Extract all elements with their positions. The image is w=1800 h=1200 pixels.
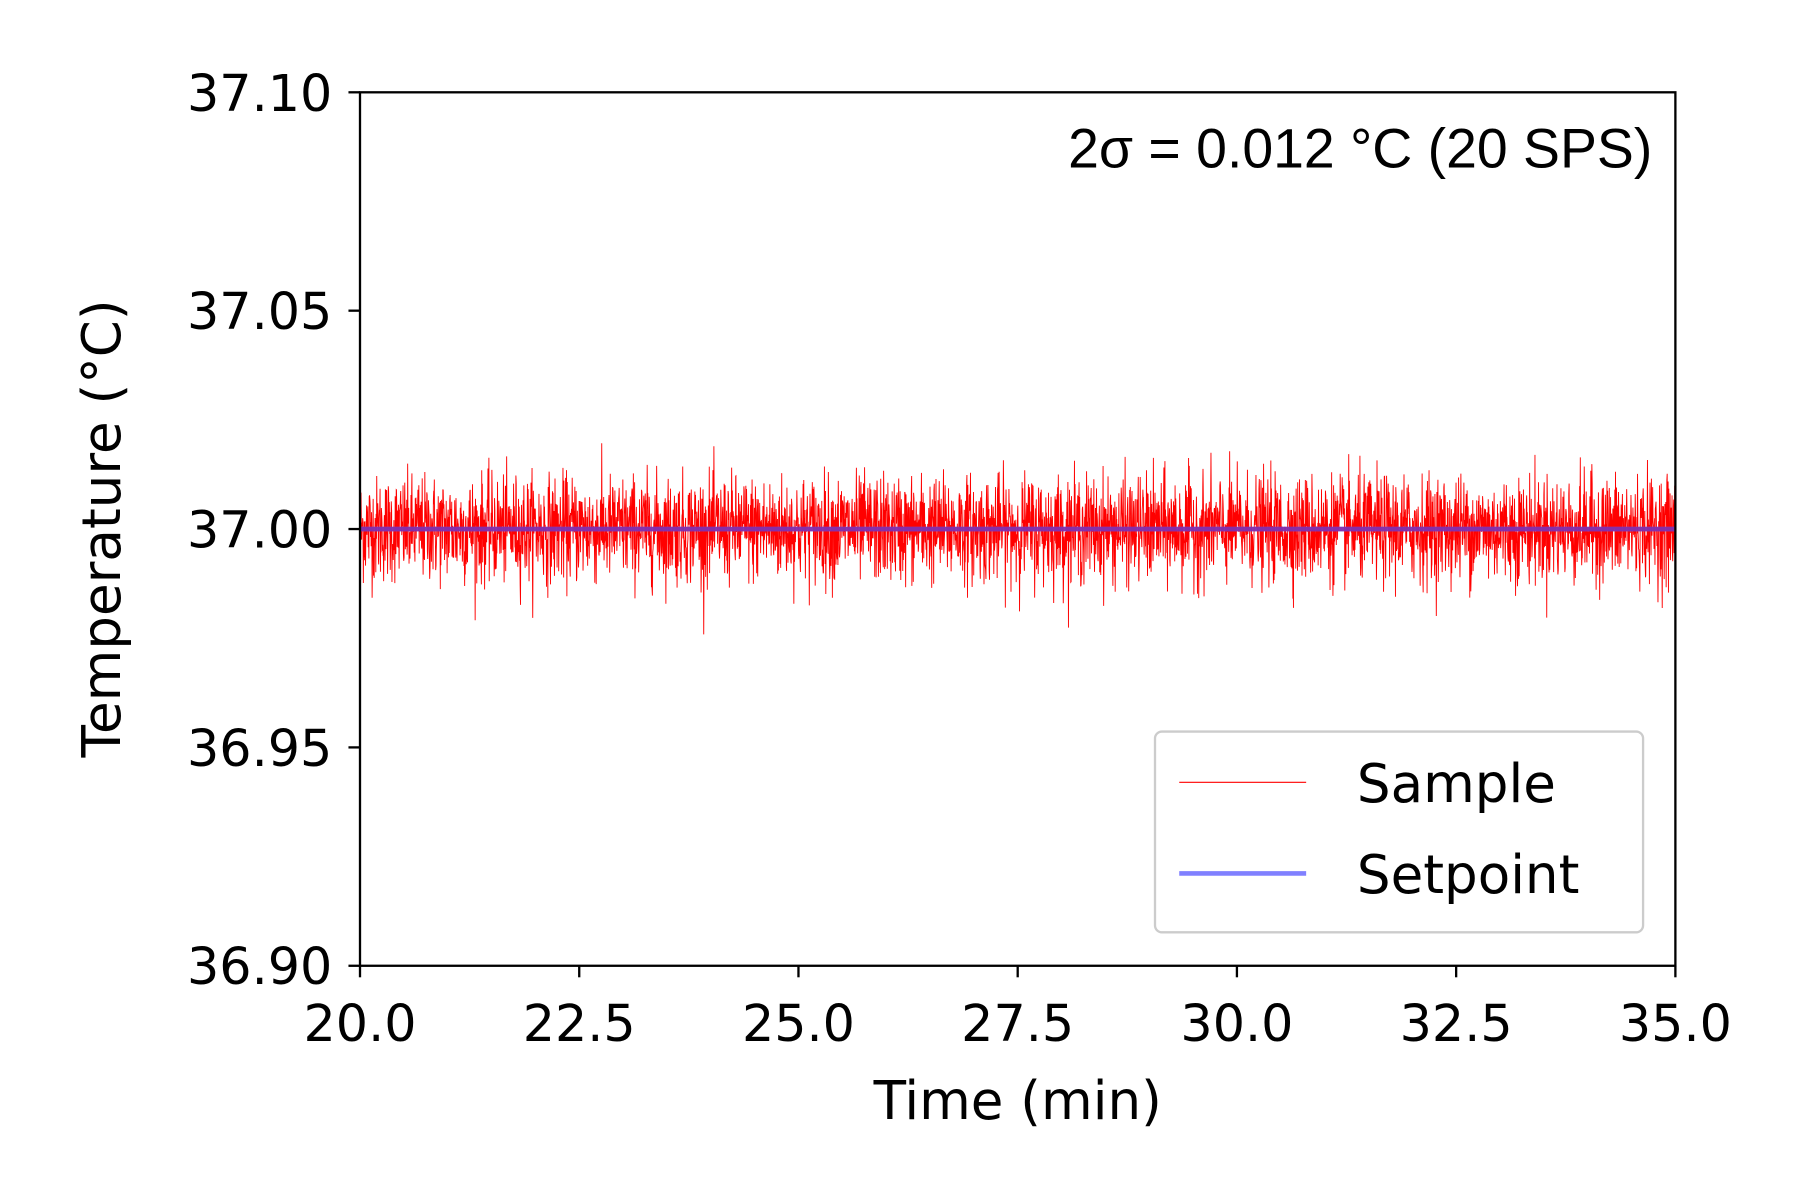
legend-setpoint-label: Setpoint [1357,844,1579,906]
x-axis: 20.0 22.5 25.0 27.5 30.0 32.5 35.0 [304,965,1732,1053]
y-tick-label: 36.95 [187,719,332,778]
sigma-annotation: 2σ = 0.012 °C (20 SPS) [1068,117,1652,179]
y-tick-label: 37.10 [187,64,332,123]
legend: Sample Setpoint [1153,730,1645,934]
x-axis-label: Time (min) [873,1070,1162,1132]
y-tick-label: 37.05 [187,282,332,341]
legend-sample-label: Sample [1357,753,1556,815]
x-tick-label: 22.5 [523,994,636,1053]
y-axis-label: Temperature (°C) [71,299,133,758]
y-axis: 36.90 36.95 37.00 37.05 37.10 [187,64,360,996]
x-tick-label: 32.5 [1400,994,1513,1053]
x-tick-label: 27.5 [961,994,1074,1053]
x-tick-label: 35.0 [1619,994,1732,1053]
sample-series-line [359,443,1676,635]
y-tick-label: 37.00 [187,501,332,560]
x-tick-label: 20.0 [304,994,417,1053]
x-tick-label: 25.0 [742,994,855,1053]
plot-marks [359,443,1676,635]
x-tick-label: 30.0 [1180,994,1293,1053]
y-tick-label: 36.90 [187,937,332,996]
